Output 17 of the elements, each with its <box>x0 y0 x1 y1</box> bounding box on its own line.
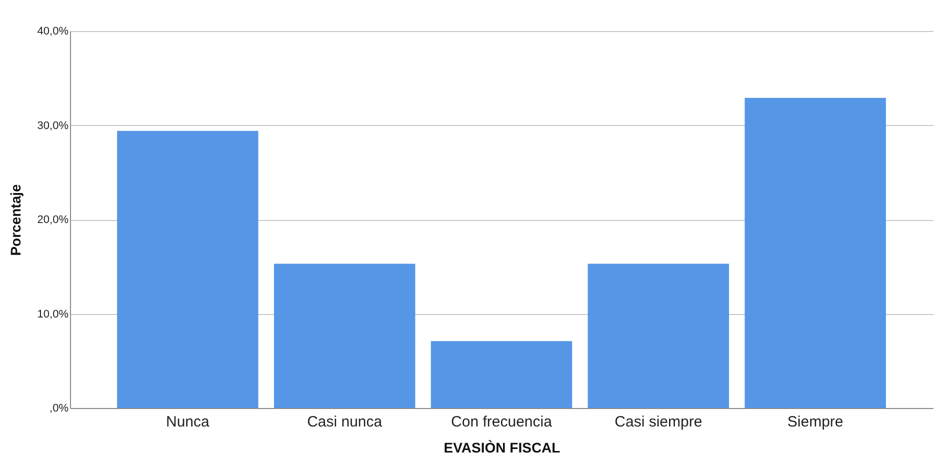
y-tick-label: ,0% <box>50 402 69 414</box>
x-tick-label: Con frecuencia <box>451 414 553 430</box>
y-axis-title: Porcentaje <box>7 184 24 256</box>
bar <box>588 264 730 408</box>
y-tick-label: 10,0% <box>37 308 69 320</box>
x-tick-label: Casi siempre <box>614 414 702 430</box>
x-tick-label: Siempre <box>787 414 844 430</box>
bar <box>430 341 572 408</box>
bar <box>274 264 416 408</box>
y-tick-label: 20,0% <box>37 214 69 226</box>
y-tick-label: 30,0% <box>37 120 69 132</box>
bar <box>744 98 886 408</box>
x-tick-label: Nunca <box>166 414 210 430</box>
y-tick-label: 40,0% <box>37 26 69 38</box>
x-tick-label: Casi nunca <box>307 414 383 430</box>
x-axis-title: EVASIÒN FISCAL <box>444 440 561 456</box>
bar <box>117 130 258 408</box>
